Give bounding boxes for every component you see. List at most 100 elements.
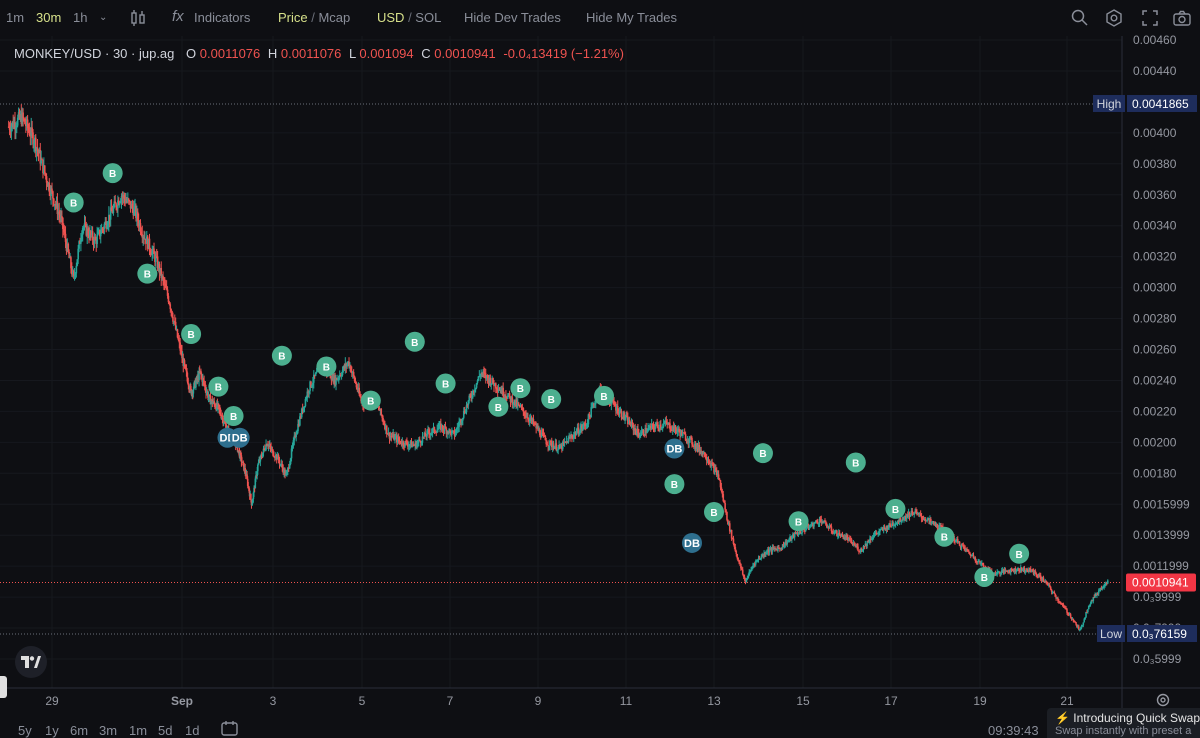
candle-body <box>337 377 339 380</box>
candle <box>18 108 21 120</box>
interval-30m[interactable]: 30m <box>36 10 62 25</box>
candle-body <box>526 417 528 419</box>
buy-marker[interactable] <box>102 163 123 184</box>
candle <box>892 520 894 527</box>
candle <box>31 120 33 139</box>
candle <box>54 200 57 210</box>
buy-marker[interactable] <box>137 263 158 284</box>
buy-marker[interactable] <box>360 390 381 411</box>
candle-body <box>406 441 408 445</box>
buy-marker[interactable] <box>510 378 531 399</box>
candle <box>394 433 396 444</box>
side-panel-tab[interactable] <box>0 676 7 698</box>
fullscreen-icon[interactable] <box>1140 8 1160 28</box>
buy-marker[interactable] <box>488 396 509 417</box>
candle <box>90 225 93 238</box>
price-mcap-toggle[interactable]: Price / Mcap <box>278 10 351 25</box>
usd-option[interactable]: USD <box>377 10 405 25</box>
candle <box>1100 585 1103 590</box>
buy-marker[interactable] <box>63 192 84 213</box>
tradingview-logo[interactable] <box>15 646 47 678</box>
candle-body <box>766 549 769 553</box>
settings-icon[interactable] <box>1104 8 1124 28</box>
dev-buy-marker[interactable] <box>682 532 702 553</box>
buy-marker[interactable] <box>316 356 337 377</box>
search-zoom-icon[interactable] <box>1070 8 1090 28</box>
camera-icon[interactable] <box>1172 8 1192 28</box>
range-5y[interactable]: 5y <box>18 723 32 738</box>
buy-marker[interactable] <box>788 511 809 532</box>
buy-marker[interactable] <box>541 389 562 410</box>
candle <box>521 403 524 411</box>
candle-body <box>815 520 818 522</box>
candle <box>810 521 813 528</box>
quick-swap-promo[interactable]: ⚡ Introducing Quick Swap Swap instantly … <box>1047 708 1200 738</box>
candle-body <box>660 426 663 428</box>
buy-marker[interactable] <box>752 443 773 464</box>
candle-body <box>915 511 917 513</box>
price-option[interactable]: Price <box>278 10 308 25</box>
candle-body <box>490 383 493 385</box>
hide-dev-trades-button[interactable]: Hide Dev Trades <box>464 10 561 25</box>
range-1d[interactable]: 1d <box>185 723 200 738</box>
candle <box>911 508 914 517</box>
candle <box>879 529 881 535</box>
buy-marker[interactable] <box>208 376 229 397</box>
candle-body <box>517 403 520 405</box>
candle <box>536 423 538 429</box>
usd-sol-toggle[interactable]: USD / SOL <box>377 10 442 25</box>
candle <box>302 406 305 413</box>
candle-body <box>42 159 44 174</box>
dev-buy-marker[interactable] <box>664 438 685 459</box>
buy-marker[interactable] <box>934 526 955 547</box>
indicators-button[interactable]: Indicators <box>194 10 251 25</box>
buy-marker[interactable] <box>223 406 244 427</box>
buy-marker[interactable] <box>435 373 456 394</box>
interval-1h[interactable]: 1h <box>73 10 88 25</box>
axis-settings-icon[interactable] <box>1155 692 1171 708</box>
range-5d[interactable]: 5d <box>158 723 173 738</box>
mcap-option[interactable]: Mcap <box>318 10 351 25</box>
dev-buy-marker[interactable] <box>229 427 250 448</box>
candle-body <box>92 239 95 244</box>
range-3m[interactable]: 3m <box>99 723 118 738</box>
buy-marker[interactable] <box>664 474 685 495</box>
interval-1m[interactable]: 1m <box>6 10 25 25</box>
candle <box>351 370 354 379</box>
range-1y[interactable]: 1y <box>45 723 59 738</box>
buy-marker[interactable] <box>594 385 614 406</box>
candle <box>784 539 787 548</box>
candle <box>193 381 195 390</box>
range-1m[interactable]: 1m <box>129 723 148 738</box>
buy-marker[interactable] <box>404 331 425 352</box>
candle <box>184 364 187 371</box>
candle-body <box>399 440 402 444</box>
buy-marker[interactable] <box>974 566 995 587</box>
candle-body <box>1049 586 1052 590</box>
date-range-icon[interactable] <box>221 720 239 736</box>
range-6m[interactable]: 6m <box>70 723 89 738</box>
buy-marker[interactable] <box>271 345 292 366</box>
candle-body <box>246 474 248 479</box>
candle <box>396 432 398 448</box>
function-icon[interactable]: fx <box>172 8 184 25</box>
candle-body <box>767 549 770 553</box>
buy-marker[interactable] <box>885 498 906 519</box>
candle-body <box>128 200 131 202</box>
buy-marker[interactable] <box>704 501 724 522</box>
sol-option[interactable]: SOL <box>415 10 442 25</box>
buy-marker[interactable] <box>181 324 202 345</box>
candle-body <box>875 532 878 534</box>
candle-body <box>964 547 966 551</box>
candle <box>1096 592 1098 599</box>
candle-body <box>138 223 141 227</box>
candle-body <box>627 419 630 425</box>
buy-marker[interactable] <box>1009 543 1030 564</box>
candlestick-icon[interactable] <box>128 8 148 28</box>
buy-marker[interactable] <box>845 452 866 473</box>
candle <box>49 184 51 201</box>
chevron-down-icon[interactable]: ⌄ <box>99 12 108 23</box>
candle <box>158 261 161 281</box>
hide-my-trades-button[interactable]: Hide My Trades <box>586 10 678 25</box>
